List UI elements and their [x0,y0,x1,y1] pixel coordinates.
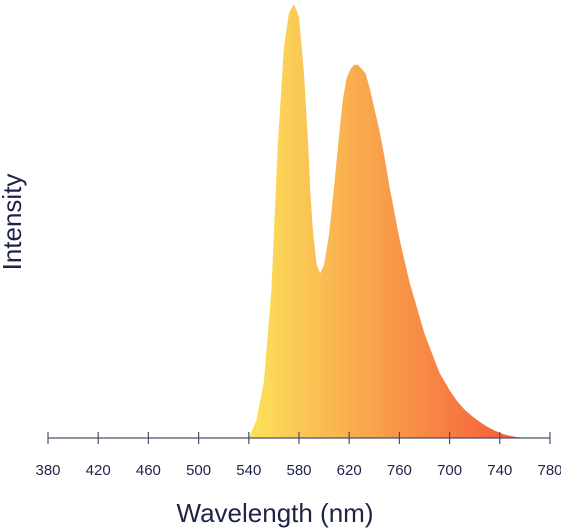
x-tick-label: 380 [35,462,60,479]
series-layer [248,4,528,438]
x-tick-label: 780 [537,462,561,479]
y-axis-title: Intensity [0,174,27,271]
x-tick-label: 460 [136,462,161,479]
x-tick-label: 420 [86,462,111,479]
x-axis-title: Wavelength (nm) [177,498,374,528]
x-tick-label: 760 [387,462,412,479]
x-tick-label: 620 [337,462,362,479]
spectrum-area [248,4,528,438]
x-tick-label: 700 [437,462,462,479]
x-tick-label: 580 [286,462,311,479]
x-tick-label: 740 [487,462,512,479]
x-tick-label: 500 [186,462,211,479]
x-axis: 380 420 460 500 540 580 620 760 700 740 780 [35,432,561,479]
x-tick-label: 540 [236,462,261,479]
